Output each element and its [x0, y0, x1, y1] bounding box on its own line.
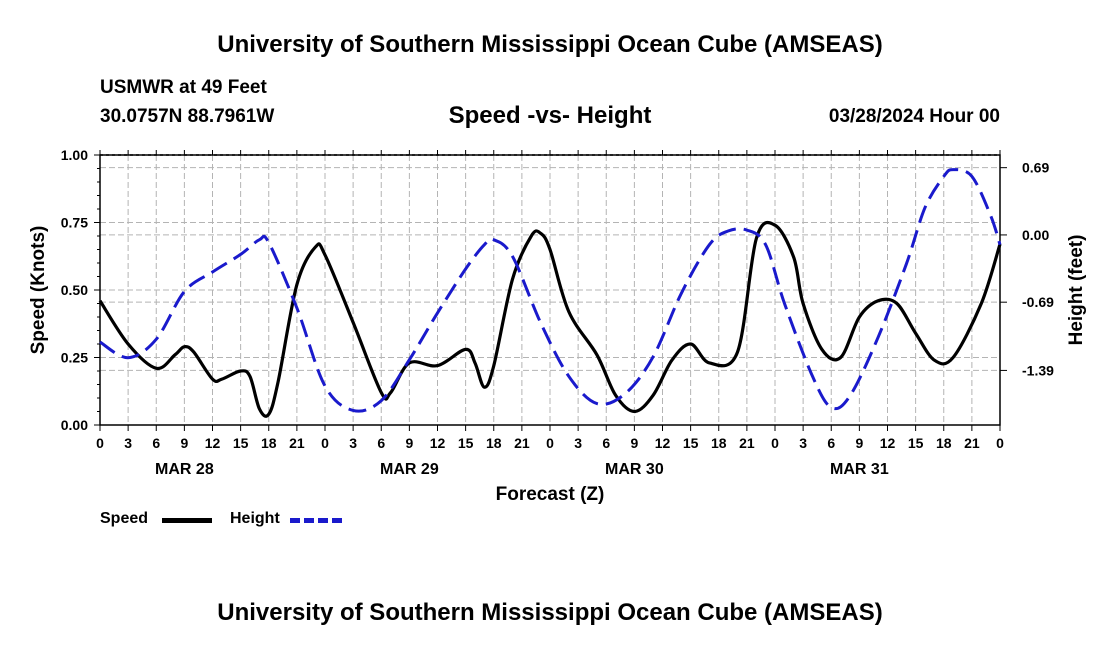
y-tick-label: 0.25 [61, 350, 88, 366]
x-tick-label: 18 [936, 435, 952, 451]
x-tick-label: 0 [996, 435, 1004, 451]
x-tick-label: 0 [771, 435, 779, 451]
x-tick-label: 21 [514, 435, 530, 451]
legend-height-label: Height [230, 510, 280, 527]
x-tick-label: 3 [574, 435, 582, 451]
x-tick-label: 21 [964, 435, 980, 451]
series-layer [98, 168, 1002, 418]
x-tick-label: 6 [602, 435, 610, 451]
x-tick-label: 9 [630, 435, 638, 451]
y-tick-label: 0.50 [61, 282, 88, 298]
x-tick-label: 18 [711, 435, 727, 451]
date-label: MAR 30 [605, 461, 664, 478]
date-label: MAR 29 [380, 461, 439, 478]
x-tick-label: 9 [855, 435, 863, 451]
x-tick-label: 15 [683, 435, 699, 451]
x-tick-label: 18 [486, 435, 502, 451]
date-label: 03/28/2024 Hour 00 [828, 106, 1000, 127]
y2-tick-label: -0.69 [1022, 294, 1054, 310]
x-axis-label: Forecast (Z) [496, 484, 605, 505]
legend-speed-label: Speed [100, 510, 149, 527]
chart-title: Speed -vs- Height [448, 102, 652, 129]
date-label: MAR 31 [830, 461, 889, 478]
location-coordinates: 30.0757N 88.7961W [100, 106, 275, 127]
grid-layer [100, 155, 1000, 425]
y-tick-label: 0.75 [61, 215, 88, 231]
main-title: University of Southern Mississippi Ocean… [217, 31, 883, 58]
x-tick-label: 6 [827, 435, 835, 451]
legend-height-swatch [290, 518, 342, 523]
x-tick-label: 3 [124, 435, 132, 451]
y2-axis-label: Height (feet) [1066, 235, 1087, 346]
x-tick-label: 9 [180, 435, 188, 451]
x-tick-label: 0 [546, 435, 554, 451]
x-tick-label: 21 [289, 435, 305, 451]
height-series-line [99, 168, 1002, 413]
y-tick-label: 0.00 [61, 417, 88, 433]
y-axis-label: Speed (Knots) [28, 226, 49, 355]
y2-tick-label: -1.39 [1022, 362, 1054, 378]
x-tick-label: 12 [430, 435, 446, 451]
x-tick-label: 3 [349, 435, 357, 451]
x-tick-label: 0 [96, 435, 104, 451]
y2-tick-label: 0.69 [1022, 160, 1049, 176]
axis-layer: 0 3 6 9 12 15 18 21 0 3 6 9 12 15 18 21 0 3 6 9 12 15 18 21 0 3 6 9… [61, 147, 1054, 478]
x-tick-label: 18 [261, 435, 277, 451]
x-tick-label: 12 [205, 435, 221, 451]
x-tick-label: 0 [321, 435, 329, 451]
x-tick-label: 6 [152, 435, 160, 451]
x-tick-label: 15 [233, 435, 249, 451]
x-tick-label: 6 [377, 435, 385, 451]
x-tick-label: 12 [880, 435, 896, 451]
x-tick-label: 9 [405, 435, 413, 451]
date-label: MAR 28 [155, 461, 214, 478]
footer-title: University of Southern Mississippi Ocean… [217, 599, 883, 626]
station-label: USMWR at 49 Feet [100, 77, 267, 98]
x-tick-label: 21 [739, 435, 755, 451]
y2-tick-label: 0.00 [1022, 227, 1049, 243]
x-tick-label: 15 [458, 435, 474, 451]
y-tick-label: 1.00 [61, 147, 88, 163]
speed-series-line [98, 220, 1002, 418]
x-tick-label: 15 [908, 435, 924, 451]
x-tick-label: 12 [655, 435, 671, 451]
x-tick-label: 3 [799, 435, 807, 451]
legend-speed-swatch [162, 518, 212, 523]
